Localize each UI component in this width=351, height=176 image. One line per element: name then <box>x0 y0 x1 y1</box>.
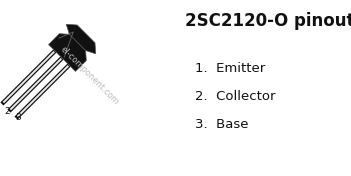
Text: 1.  Emitter: 1. Emitter <box>195 61 265 74</box>
Polygon shape <box>14 64 71 120</box>
Text: 3: 3 <box>15 113 21 122</box>
Text: 2SC2120-O pinout: 2SC2120-O pinout <box>185 12 351 30</box>
Polygon shape <box>7 56 64 113</box>
Text: 2.  Collector: 2. Collector <box>195 90 276 102</box>
Polygon shape <box>17 65 69 117</box>
Text: 2: 2 <box>4 107 10 116</box>
Text: el-component.com: el-component.com <box>59 45 121 107</box>
Polygon shape <box>0 49 57 106</box>
Polygon shape <box>48 34 86 71</box>
Polygon shape <box>10 58 62 110</box>
Text: 3.  Base: 3. Base <box>195 118 249 130</box>
Polygon shape <box>2 51 55 103</box>
Polygon shape <box>66 24 96 54</box>
